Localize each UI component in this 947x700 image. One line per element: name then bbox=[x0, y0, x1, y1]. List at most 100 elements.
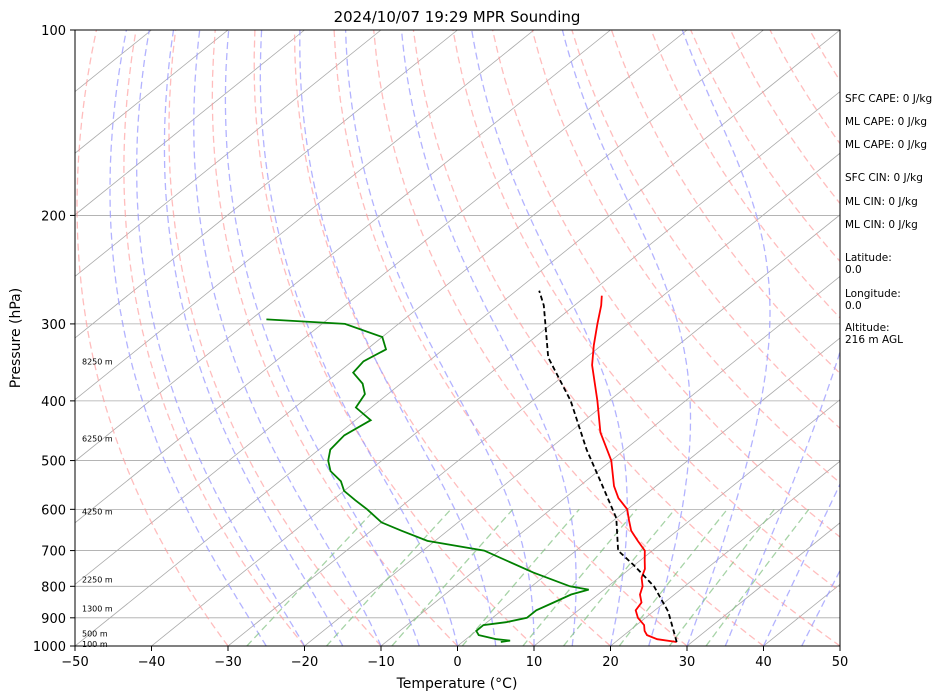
height-label: 100 m bbox=[82, 640, 108, 649]
y-tick-label: 800 bbox=[41, 580, 66, 595]
temperature-trace bbox=[591, 295, 677, 643]
dry-adiabat bbox=[333, 30, 688, 646]
background-lines bbox=[75, 30, 840, 646]
mixing-ratio-line bbox=[705, 508, 810, 646]
height-label: 1300 m bbox=[82, 605, 113, 614]
isotherm-line bbox=[151, 91, 840, 646]
y-axis-ticks: 1000 900 800 700 600 500 400 300 200 100 bbox=[33, 24, 75, 655]
sfc-cape-text: SFC CAPE: 0 J/kg bbox=[845, 93, 933, 105]
isotherm-line bbox=[227, 152, 840, 646]
x-tick-label: 40 bbox=[755, 655, 772, 670]
dry-adiabat bbox=[293, 30, 611, 646]
x-axis-label: Temperature (°C) bbox=[396, 676, 518, 692]
x-tick-label: −40 bbox=[138, 655, 165, 670]
dry-adiabat bbox=[452, 30, 840, 593]
isotherm-line bbox=[75, 30, 229, 154]
isotherm-line bbox=[75, 30, 688, 524]
dry-adiabat bbox=[168, 30, 382, 646]
isotherm-line bbox=[75, 30, 382, 277]
mixing-ratio-line bbox=[246, 508, 376, 646]
moist-adiabat bbox=[400, 30, 577, 646]
mixing-ratio-line bbox=[618, 508, 728, 646]
x-tick-label: 20 bbox=[602, 655, 619, 670]
dry-adiabat bbox=[491, 30, 840, 538]
isotherm-line bbox=[75, 30, 535, 401]
parcel-trace bbox=[538, 290, 678, 643]
moist-adiabat bbox=[344, 30, 535, 646]
moist-adiabat bbox=[109, 30, 267, 646]
ml-cin-text: ML CIN: 0 J/kg bbox=[845, 196, 918, 208]
ml-cin-text-2: ML CIN: 0 J/kg bbox=[845, 219, 918, 231]
dry-adiabat bbox=[211, 30, 458, 646]
isotherm-line bbox=[75, 30, 305, 216]
height-label: 500 m bbox=[82, 630, 108, 639]
x-tick-label: 50 bbox=[832, 655, 849, 670]
isotherm-line bbox=[75, 30, 611, 462]
moist-adiabat bbox=[299, 30, 497, 646]
moist-adiabat bbox=[136, 30, 306, 646]
longitude-text: Longitude: 0.0 bbox=[845, 288, 901, 312]
sfc-cin-text: SFC CIN: 0 J/kg bbox=[845, 172, 923, 184]
y-tick-label: 500 bbox=[41, 455, 66, 470]
altitude-text: Altitude: 216 m AGL bbox=[845, 322, 903, 346]
y-tick-label: 400 bbox=[41, 395, 66, 410]
dry-adiabat bbox=[571, 30, 840, 430]
latitude-text: Latitude: 0.0 bbox=[845, 252, 892, 276]
ml-cape-text-2: ML CAPE: 0 J/kg bbox=[845, 139, 928, 151]
height-label: 4250 m bbox=[82, 508, 113, 517]
moist-adiabat bbox=[163, 30, 344, 646]
isotherm-line bbox=[457, 337, 840, 646]
x-tick-label: 10 bbox=[526, 655, 543, 670]
y-tick-label: 700 bbox=[41, 545, 66, 560]
dry-adiabat bbox=[373, 30, 764, 646]
x-axis-ticks: −50 −40 −30 −20 −10 0 10 20 30 40 50 bbox=[61, 646, 848, 670]
height-label: 6250 m bbox=[82, 434, 113, 443]
sounding-traces bbox=[266, 290, 678, 643]
moist-adiabat bbox=[193, 30, 382, 646]
moist-adiabat bbox=[801, 569, 840, 646]
isotherm-line bbox=[304, 214, 840, 646]
moist-adiabat bbox=[471, 30, 628, 646]
y-tick-label: 1000 bbox=[33, 640, 66, 655]
moist-adiabat bbox=[681, 30, 771, 646]
isotherm-line bbox=[686, 522, 840, 646]
y-axis-label: Pressure (hPa) bbox=[8, 288, 24, 388]
dry-adiabat bbox=[76, 30, 229, 646]
isotherm-line bbox=[75, 30, 764, 585]
moist-adiabat bbox=[259, 30, 459, 646]
mixing-ratio-line bbox=[391, 508, 514, 646]
x-tick-label: −10 bbox=[367, 655, 394, 670]
dry-adiabat bbox=[253, 30, 535, 646]
moist-adiabat bbox=[762, 482, 840, 646]
ml-cape-text: ML CAPE: 0 J/kg bbox=[845, 116, 928, 128]
height-label: 2250 m bbox=[82, 576, 113, 585]
moist-adiabat bbox=[224, 30, 420, 646]
x-tick-label: −50 bbox=[61, 655, 88, 670]
isotherm-line bbox=[75, 30, 840, 646]
isotherm-line bbox=[533, 399, 840, 646]
mixing-ratio-line bbox=[668, 508, 775, 646]
y-tick-label: 300 bbox=[41, 318, 66, 333]
mixing-ratio-line bbox=[562, 508, 676, 646]
dry-adiabat bbox=[412, 30, 840, 646]
x-tick-label: −20 bbox=[291, 655, 318, 670]
x-tick-label: −30 bbox=[214, 655, 241, 670]
y-tick-label: 200 bbox=[41, 209, 66, 224]
chart-title: 2024/10/07 19:29 MPR Sounding bbox=[334, 8, 581, 26]
x-tick-label: 0 bbox=[453, 655, 461, 670]
isotherm-line bbox=[75, 30, 458, 339]
y-tick-label: 900 bbox=[41, 612, 66, 627]
dry-adiabat bbox=[123, 30, 306, 646]
x-tick-label: 30 bbox=[679, 655, 696, 670]
dewpoint-trace bbox=[266, 318, 589, 643]
moist-adiabat bbox=[561, 30, 692, 646]
isotherm-line bbox=[380, 275, 840, 646]
y-tick-label: 600 bbox=[41, 503, 66, 518]
moist-adiabat bbox=[724, 30, 840, 646]
y-tick-label: 100 bbox=[41, 24, 66, 39]
mixing-ratio-line bbox=[461, 508, 580, 646]
parameters-panel: SFC CAPE: 0 J/kg ML CAPE: 0 J/kg ML CAPE… bbox=[845, 0, 947, 700]
isotherm-line bbox=[610, 460, 840, 646]
dry-adiabat bbox=[531, 30, 840, 484]
